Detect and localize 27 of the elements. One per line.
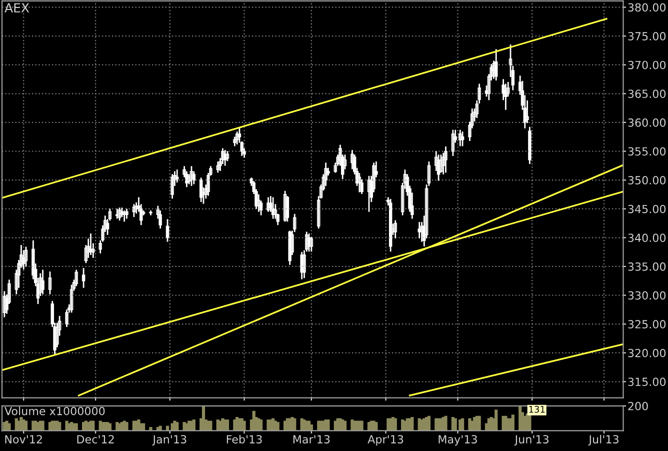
y-tick-label: 350.00 (628, 176, 666, 184)
x-tick-label: Nov'12 (5, 435, 42, 444)
x-tick-label: Jan'13 (152, 435, 186, 446)
y-tick-label: 370.00 (628, 60, 666, 70)
y-tick-label: 315.00 (628, 378, 666, 386)
y-tick-label: 360.00 (628, 118, 666, 127)
x-tick-label: Mar'13 (293, 435, 330, 444)
chart-title: AEX (4, 3, 30, 12)
x-tick-label: Apr'13 (368, 435, 404, 446)
x-tick-label: Jun'13 (514, 435, 548, 446)
y-tick-label: 200 (628, 402, 648, 410)
data-label: 131 (529, 406, 545, 413)
y-axis-title: Volume x1000000 (4, 406, 105, 416)
y-tick-label: 355.00 (628, 147, 666, 156)
y-tick-label: 375.00 (628, 32, 666, 40)
x-tick-label: Dec'12 (77, 435, 114, 444)
y-tick-label: 330.00 (628, 291, 666, 300)
y-tick-label: 365.00 (628, 90, 666, 98)
x-tick-label: Jul'13 (588, 434, 618, 446)
y-tick-label: 380.00 (628, 3, 666, 12)
x-tick-label: Feb'13 (226, 434, 262, 444)
y-tick-label: 340.00 (628, 234, 666, 242)
y-tick-label: 335.00 (628, 262, 666, 271)
x-tick-label: May'13 (438, 435, 477, 446)
y-tick-label: 320.00 (628, 348, 666, 358)
y-tick-label: 345.00 (628, 204, 666, 214)
y-tick-label: 325.00 (628, 320, 666, 328)
